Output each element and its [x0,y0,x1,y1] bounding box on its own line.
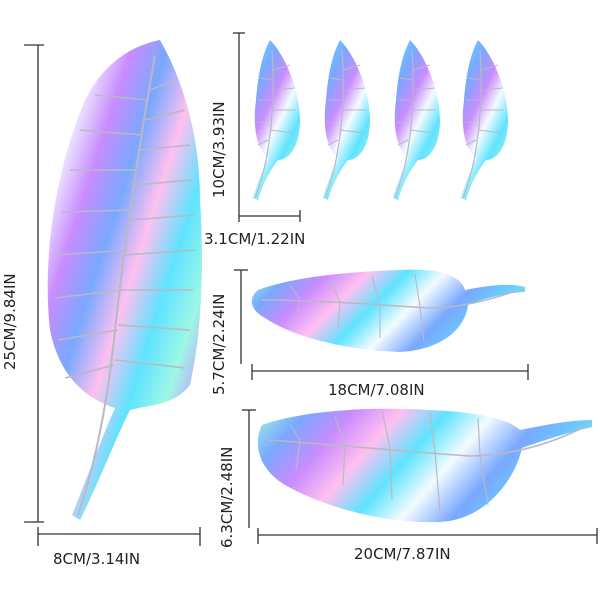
small-feather-height-label: 10CM/3.93IN [210,101,228,198]
long-feather-width-dimension [257,528,598,544]
large-feather-height-label: 25CM/9.84IN [1,273,19,370]
long-feather-height-label: 6.3CM/2.48IN [218,446,236,548]
long-feather-width-label: 20CM/7.87IN [354,545,451,563]
medium-feather-height-dimension [234,269,248,364]
large-feather-width-label: 8CM/3.14IN [53,550,141,568]
small-feather-image [393,40,440,200]
large-feather-width-dimension [37,527,201,546]
small-feather-image [323,40,370,200]
small-feather-height-dimension [233,32,245,210]
medium-feather-image [251,269,526,352]
small-feather-width-dimension [238,210,301,222]
large-feather-image [47,40,202,520]
long-feather-height-dimension [242,409,256,528]
medium-feather-width-label: 18CM/7.08IN [328,381,425,399]
medium-feather-width-dimension [251,364,529,380]
small-feather-image [461,40,508,200]
small-feather-image [253,40,300,200]
long-feather-image [257,408,592,523]
large-feather-height-dimension [24,44,44,523]
small-feather-width-label: 3.1CM/1.22IN [204,230,306,248]
small-feather-set [253,40,508,200]
medium-feather-height-label: 5.7CM/2.24IN [210,293,228,395]
